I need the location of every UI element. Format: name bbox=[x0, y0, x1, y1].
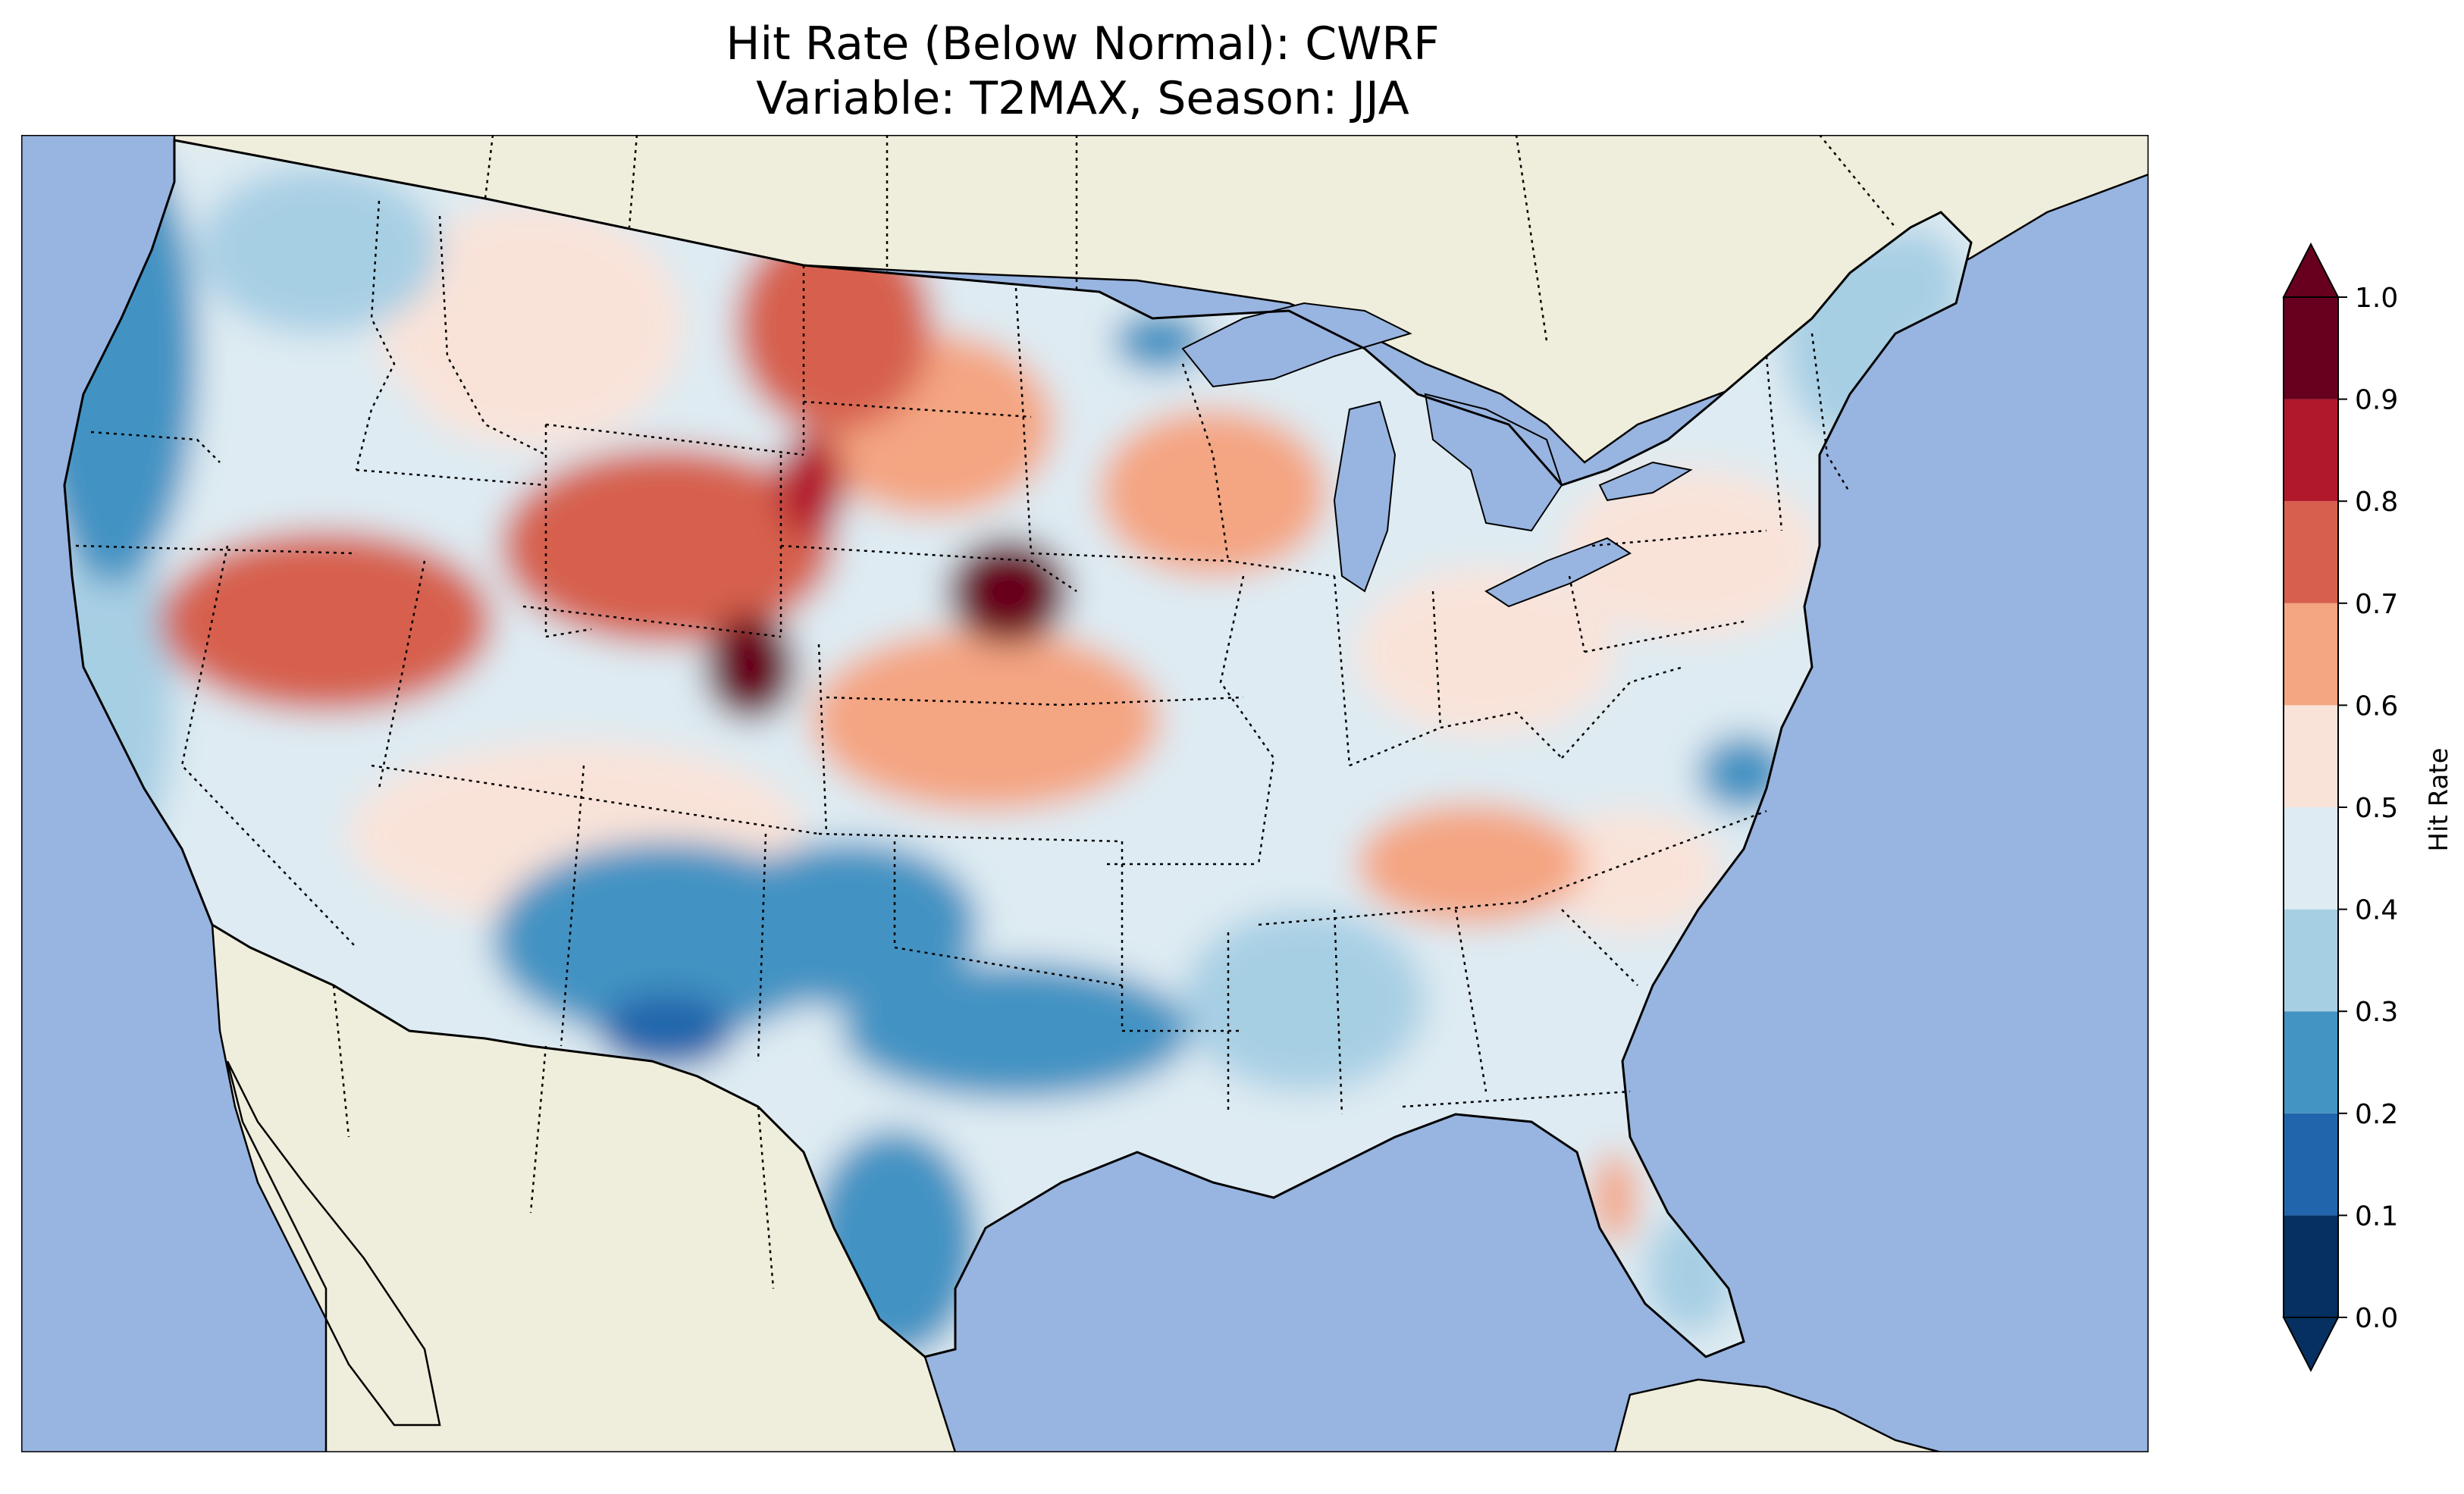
colorbar-tick-label: 0.9 bbox=[2355, 385, 2398, 416]
colorbar-tick-label: 0.7 bbox=[2355, 589, 2398, 620]
mn-ia-border bbox=[1030, 552, 1229, 562]
title-line-2: Variable: T2MAX, Season: JJA bbox=[756, 72, 1409, 125]
ky-north-border bbox=[1349, 711, 1563, 767]
field-region-idaho-montana bbox=[379, 205, 682, 447]
co-east-border bbox=[817, 644, 828, 835]
ga-sc-border bbox=[1561, 909, 1638, 986]
field-region-northern-wyoming-peak bbox=[777, 432, 845, 538]
field-region-louisiana-mississippi bbox=[1183, 910, 1425, 1092]
in-oh-border bbox=[1431, 590, 1442, 728]
title-line-1: Hit Rate (Below Normal): CWRF bbox=[726, 17, 1440, 70]
colorbar-bin bbox=[2284, 1215, 2338, 1317]
colorbar-extend-over bbox=[2282, 242, 2340, 298]
wy-south-border bbox=[522, 605, 782, 638]
or-south-border bbox=[75, 544, 357, 555]
field-region-tennessee-kentucky bbox=[1357, 803, 1585, 925]
us-outline bbox=[63, 139, 1973, 1358]
field-region-great-basin bbox=[159, 531, 493, 713]
field-region-west-texas-low bbox=[599, 993, 735, 1069]
wi-il-border bbox=[1227, 559, 1335, 578]
colorbar-tick-label: 0.3 bbox=[2355, 997, 2398, 1028]
ga-fl-border bbox=[1402, 1090, 1631, 1108]
ky-tn-border bbox=[1258, 900, 1525, 926]
lake-huron bbox=[1424, 393, 1563, 532]
colorbar-tick-label: 0.5 bbox=[2355, 793, 2398, 824]
colorbar-bin bbox=[2284, 297, 2338, 399]
colorbar-tick-label: 0.8 bbox=[2355, 487, 2398, 518]
field-region-northeast bbox=[1562, 470, 1820, 637]
lake-ontario bbox=[1598, 461, 1693, 502]
field-region-kansas bbox=[811, 629, 1160, 811]
va-wv-border bbox=[1561, 666, 1684, 759]
field-region-midwest bbox=[1168, 553, 1440, 781]
wa-or-border bbox=[90, 431, 221, 463]
id-mt-border bbox=[438, 215, 547, 456]
nd-sd-border bbox=[803, 400, 1032, 418]
colorbar-bin bbox=[2284, 909, 2338, 1012]
colorbar-tick-label: 0.2 bbox=[2355, 1099, 2398, 1130]
colorbar-tick-label: 0.4 bbox=[2355, 895, 2398, 926]
al-ga-border bbox=[1454, 909, 1487, 1092]
ne-ks-border bbox=[826, 696, 1062, 706]
mo-east-border bbox=[1219, 575, 1275, 865]
nv-east-border bbox=[378, 560, 426, 789]
state-borders bbox=[63, 135, 1973, 1358]
field-region-florida-west bbox=[1592, 1152, 1638, 1243]
il-in-border bbox=[1333, 575, 1351, 766]
id-south-border bbox=[356, 468, 547, 487]
ut-west-border bbox=[544, 424, 592, 638]
colorbar-bin bbox=[2284, 501, 2338, 603]
id-west-border bbox=[355, 200, 396, 471]
colorbar-tick-label: 0.0 bbox=[2355, 1303, 2398, 1334]
ks-ok-border bbox=[818, 832, 1123, 843]
cuba-land bbox=[1613, 1378, 1942, 1452]
colorbar-bin bbox=[2284, 603, 2338, 706]
colorbar-bin bbox=[2284, 807, 2338, 910]
colorbar: 0.0 0.1 0.2 0.3 0.4 0.5 0.6 0.7 0.8 0.9 1.0 Hit Ra… bbox=[2282, 242, 2454, 1373]
colorbar-extend-under bbox=[2282, 1317, 2340, 1373]
colorbar-bin bbox=[2284, 399, 2338, 502]
field-region-nebraska-peak bbox=[948, 538, 1069, 644]
colorbar-tick-label: 0.6 bbox=[2355, 691, 2398, 722]
map-title: Hit Rate (Below Normal): CWRF Variable: … bbox=[21, 17, 2144, 126]
canada-land bbox=[173, 135, 2149, 464]
field-region-southeast bbox=[1387, 910, 1691, 1107]
map-area bbox=[21, 135, 2149, 1452]
colorbar-bin bbox=[2284, 705, 2338, 807]
dakotas-east-border bbox=[1014, 287, 1033, 554]
field-region-georgia-carolina bbox=[1539, 811, 1721, 932]
colorbar-bin bbox=[2284, 1113, 2338, 1216]
mt-south-border bbox=[545, 423, 804, 456]
new-england-borders bbox=[1765, 333, 1851, 531]
ny-pa-north bbox=[1591, 529, 1767, 547]
ok-tx-border bbox=[893, 841, 1123, 987]
colorbar-bin bbox=[2284, 1011, 2338, 1113]
sd-ne-border bbox=[780, 544, 1077, 593]
field-region-upper-michigan bbox=[1114, 311, 1205, 371]
field-region-ohio-valley bbox=[1357, 568, 1615, 735]
canada-provinces bbox=[484, 135, 1896, 342]
field-region-wyoming bbox=[500, 447, 834, 644]
nm-east-border bbox=[757, 833, 767, 1062]
colorbar-tick-label: 1.0 bbox=[2355, 283, 2398, 314]
ar-la-border bbox=[1121, 841, 1243, 1032]
field-region-washington-interior bbox=[197, 167, 440, 334]
lake-michigan bbox=[1333, 400, 1397, 593]
field-region-oklahoma-north-texas bbox=[842, 963, 1190, 1099]
field-region-colorado-utah-peak bbox=[705, 614, 796, 720]
colorbar-tick-label: 0.1 bbox=[2355, 1201, 2398, 1232]
nc-va-border bbox=[1523, 810, 1767, 904]
oh-pa-border bbox=[1568, 575, 1586, 653]
field-region-texas-panhandle bbox=[720, 841, 978, 1008]
az-nm-border bbox=[560, 765, 585, 1047]
great-lakes bbox=[1181, 302, 1693, 608]
mexico-states bbox=[332, 985, 775, 1289]
mn-wi-border bbox=[1181, 363, 1230, 562]
ia-mo-border bbox=[1061, 696, 1244, 706]
lake-erie bbox=[1484, 537, 1632, 608]
field-region-minnesota-wisconsin bbox=[1099, 409, 1327, 576]
colorbar-label: Hit Rate bbox=[2424, 747, 2454, 851]
